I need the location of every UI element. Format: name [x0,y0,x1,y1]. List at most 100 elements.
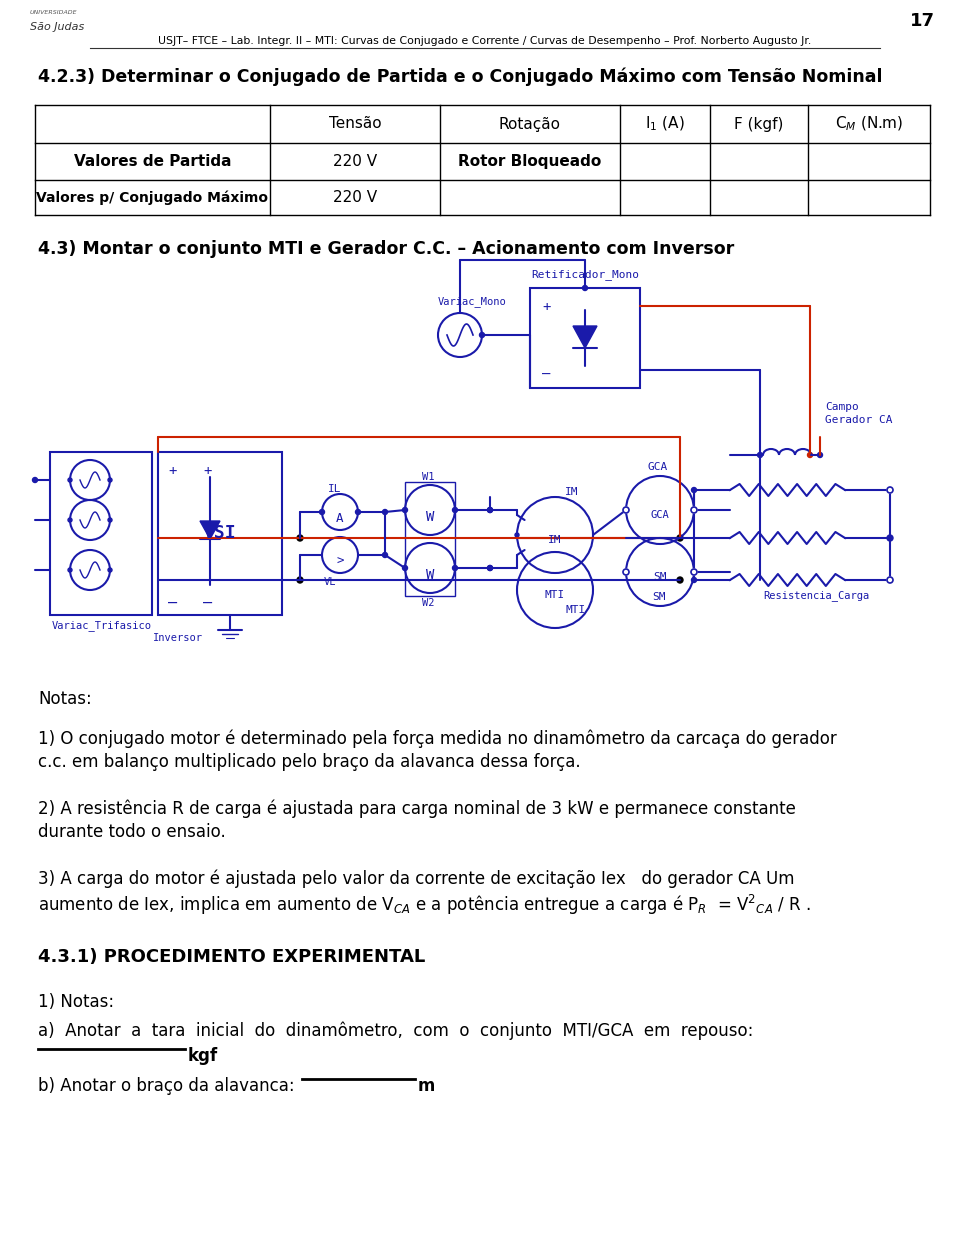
Text: GCA: GCA [651,510,669,520]
Text: São Judas: São Judas [30,23,84,31]
Text: 2) A resistência R de carga é ajustada para carga nominal de 3 kW e permanece co: 2) A resistência R de carga é ajustada p… [38,799,796,818]
Text: Variac_Mono: Variac_Mono [438,296,507,307]
Text: Valores p/ Conjugado Máximo: Valores p/ Conjugado Máximo [36,191,269,205]
Text: 1) O conjugado motor é determinado pela força medida no dinamômetro da carcaça d: 1) O conjugado motor é determinado pela … [38,730,837,748]
Circle shape [623,507,629,513]
Text: b) Anotar o braço da alavanca:: b) Anotar o braço da alavanca: [38,1077,300,1096]
Text: IL: IL [328,484,342,494]
Text: C$_M$ (N.m): C$_M$ (N.m) [835,114,903,133]
Text: 4.2.3) Determinar o Conjugado de Partida e o Conjugado Máximo com Tensão Nominal: 4.2.3) Determinar o Conjugado de Partida… [38,68,882,87]
Circle shape [297,535,303,541]
Circle shape [807,453,812,458]
Text: 4.3.1) PROCEDIMENTO EXPERIMENTAL: 4.3.1) PROCEDIMENTO EXPERIMENTAL [38,948,425,966]
Text: >: > [336,555,344,567]
Circle shape [355,510,361,515]
Circle shape [402,566,407,571]
Circle shape [757,453,762,458]
Circle shape [68,518,72,522]
Text: I$_1$ (A): I$_1$ (A) [645,114,684,133]
Circle shape [677,535,683,541]
Text: F (kgf): F (kgf) [734,117,783,132]
Text: W: W [426,569,434,582]
Text: Inversor: Inversor [153,633,203,643]
Bar [158,452,282,615]
Text: 1) Notas:: 1) Notas: [38,993,114,1012]
Circle shape [488,566,492,571]
Circle shape [488,566,492,571]
Circle shape [320,510,324,515]
Text: GCA: GCA [648,462,668,472]
Text: 3) A carga do motor é ajustada pelo valor da corrente de excitação Iex   do gera: 3) A carga do motor é ajustada pelo valo… [38,870,795,889]
Text: a)  Anotar  a  tara  inicial  do  dinamômetro,  com  o  conjunto  MTI/GCA  em  r: a) Anotar a tara inicial do dinamômetro,… [38,1022,754,1039]
Text: aumento de Iex, implica em aumento de V$_{CA}$ e a potência entregue a carga é P: aumento de Iex, implica em aumento de V$… [38,894,811,917]
Circle shape [887,487,893,493]
Text: 17: 17 [910,13,935,30]
Text: UNIVERSIDADE: UNIVERSIDADE [30,10,78,15]
Circle shape [677,577,683,584]
Circle shape [583,285,588,290]
Text: MTI: MTI [565,605,586,615]
Text: +: + [168,464,177,478]
Circle shape [887,577,893,584]
Text: A: A [336,512,344,525]
Bar [50,452,152,615]
Text: W1: W1 [422,472,435,482]
Text: m: m [418,1077,436,1096]
Text: Gerador CA: Gerador CA [825,415,893,425]
Text: +: + [203,464,211,478]
Circle shape [33,477,37,482]
Circle shape [691,577,697,582]
Text: Resistencia_Carga: Resistencia_Carga [764,590,870,601]
Circle shape [452,507,458,512]
Text: Rotor Bloqueado: Rotor Bloqueado [458,154,602,169]
Text: Rotação: Rotação [499,117,561,132]
Text: SM: SM [652,592,665,602]
Text: Campo: Campo [825,402,859,412]
Text: kgf: kgf [188,1047,218,1065]
Text: VSI: VSI [204,525,236,542]
Text: durante todo o ensaio.: durante todo o ensaio. [38,823,226,841]
Circle shape [108,569,112,572]
Circle shape [818,453,823,458]
Text: SM: SM [653,572,667,582]
Circle shape [488,507,492,512]
Polygon shape [200,521,220,538]
Text: Valores de Partida: Valores de Partida [74,154,231,169]
Circle shape [691,507,697,513]
Circle shape [488,507,492,512]
Circle shape [382,552,388,557]
Circle shape [68,569,72,572]
Text: Notas:: Notas: [38,690,92,708]
Text: IM: IM [548,535,562,545]
Text: W2: W2 [422,597,435,607]
Text: Retificador_Mono: Retificador_Mono [531,269,639,280]
Circle shape [108,518,112,522]
Text: –: – [542,368,550,382]
Circle shape [68,478,72,482]
Bar [405,482,455,596]
Circle shape [452,566,458,571]
Text: MTI: MTI [545,590,565,600]
Circle shape [479,333,485,338]
Circle shape [297,577,303,584]
Text: Tensão: Tensão [328,117,381,132]
Text: VL: VL [324,577,336,587]
Text: 220 V: 220 V [333,190,377,205]
Text: 220 V: 220 V [333,154,377,169]
Text: –: – [168,595,178,610]
Text: USJT– FTCE – Lab. Integr. II – MTI: Curvas de Conjugado e Corrente / Curvas de D: USJT– FTCE – Lab. Integr. II – MTI: Curv… [158,36,811,46]
Circle shape [515,533,519,537]
Text: W: W [426,510,434,525]
Circle shape [691,569,697,575]
Text: –: – [203,595,212,610]
Circle shape [108,478,112,482]
Bar [530,287,640,388]
Circle shape [887,535,893,541]
Circle shape [623,569,629,575]
Circle shape [382,510,388,515]
Text: c.c. em balanço multiplicado pelo braço da alavanca dessa força.: c.c. em balanço multiplicado pelo braço … [38,753,581,771]
Circle shape [691,487,697,492]
Text: 4.3) Montar o conjunto MTI e Gerador C.C. – Acionamento com Inversor: 4.3) Montar o conjunto MTI e Gerador C.C… [38,240,734,259]
Circle shape [402,507,407,512]
Text: Variac_Trifasico: Variac_Trifasico [52,620,152,631]
